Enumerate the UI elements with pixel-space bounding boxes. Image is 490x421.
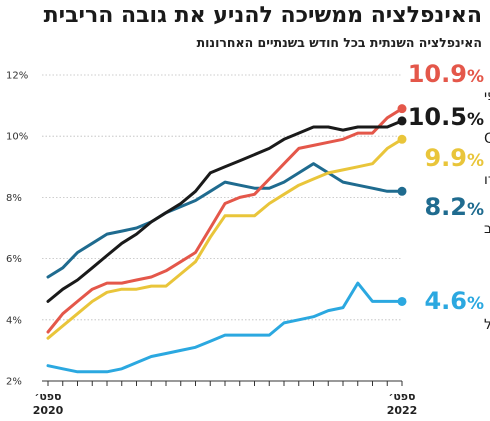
series-end-point-0	[397, 296, 407, 306]
series-value-label-1: 8.2%	[424, 193, 484, 221]
series-end-point-3	[397, 104, 407, 114]
series-line-0	[46, 281, 404, 374]
chart-title: האינפלציה ממשיכה להניע את גובה הריבית	[43, 3, 482, 28]
x-tick-label-month: ספט׳	[34, 390, 61, 403]
gridlines: 2% 4% 6% 8% 10% 12%	[6, 71, 402, 388]
series-name-label-3: האיחוד האירופי	[484, 88, 490, 104]
series-name-label-0: ישראל	[484, 317, 490, 333]
series-line-2	[46, 137, 404, 340]
series-end-point-1	[397, 186, 407, 196]
series-line-3	[46, 107, 404, 334]
series-value-label-4: 10.5%	[408, 103, 484, 131]
series-name-label-2: גוש היורו	[484, 172, 490, 188]
series-name-label-1: ארה״ב	[484, 221, 490, 237]
series-value-label-0: 4.6%	[424, 287, 484, 315]
series-name-label-4: OECD	[484, 131, 490, 147]
y-tick-label: 4%	[6, 315, 22, 326]
series-lines	[46, 104, 407, 374]
y-tick-label: 6%	[6, 254, 22, 265]
series-end-point-2	[397, 134, 407, 144]
x-tick-label-month: ספט׳	[388, 390, 415, 403]
series-line-1	[46, 162, 404, 279]
series-line-4	[46, 119, 404, 303]
series-end-point-4	[397, 116, 407, 126]
series-value-label-2: 9.9%	[424, 144, 484, 172]
y-tick-label: 12%	[6, 71, 28, 82]
series-value-label-3: 10.9%	[408, 60, 484, 88]
series-labels: 4.6%ישראל 8.2%ארה״ב 9.9%גוש היורו 10.9%האיח…	[408, 60, 490, 333]
y-tick-label: 2%	[6, 377, 22, 388]
y-tick-label: 10%	[6, 132, 28, 143]
x-tick-label-year: 2020	[33, 404, 64, 417]
y-tick-label: 8%	[6, 193, 22, 204]
x-tick-label-year: 2022	[387, 404, 418, 417]
chart-subtitle: האינפלציה השנתית בכל חודש בשנתיים האחרונ…	[196, 35, 482, 50]
